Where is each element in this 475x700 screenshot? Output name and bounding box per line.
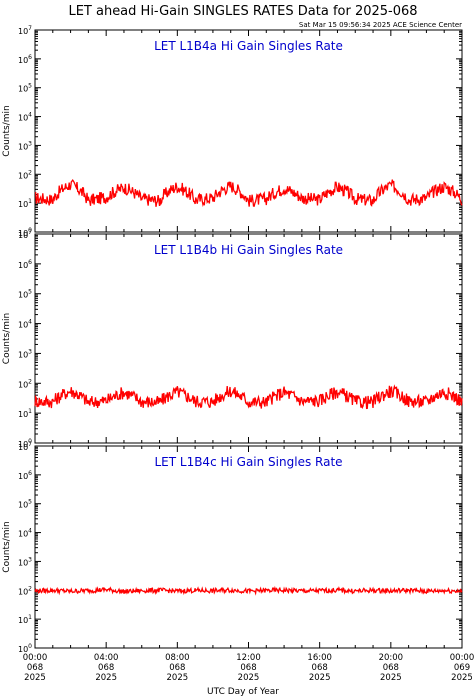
x-tick-label: 16:00	[307, 653, 332, 663]
y-tick-label: 103	[18, 348, 32, 359]
y-tick-label: 107	[18, 25, 32, 36]
y-tick-label: 106	[18, 259, 32, 270]
x-tick-label: 068	[240, 663, 256, 673]
x-tick-label: 2025	[238, 673, 260, 683]
x-tick-label: 068	[312, 663, 328, 673]
y-tick-label: 102	[18, 378, 32, 389]
plot-frame	[34, 445, 463, 649]
generated-timestamp: Sat Mar 15 09:56:34 2025 ACE Science Cen…	[299, 21, 462, 29]
series-line	[34, 384, 463, 410]
y-tick-label: 107	[18, 441, 32, 452]
panel-title: LET L1B4c Hi Gain Singles Rate	[154, 455, 342, 469]
x-tick-label: 08:00	[165, 653, 190, 663]
y-axis-label: Counts/min	[2, 521, 12, 572]
x-axis-label: UTC Day of Year	[207, 687, 279, 697]
x-tick-label: 04:00	[94, 653, 119, 663]
series-line	[34, 585, 463, 596]
y-tick-label: 102	[18, 169, 32, 180]
y-tick-label: 104	[18, 319, 32, 330]
x-tick-label: 069	[454, 663, 470, 673]
y-tick-label: 100	[18, 643, 32, 654]
chart-panel: 100 101 102 103 104 105 106 107 Counts/min LET L1…	[2, 25, 463, 238]
x-tick-label: 2025	[380, 673, 402, 683]
chart-panel: 100 101 102 103 104 105 106 107 Counts/min LET L1…	[2, 441, 474, 683]
chart-panels: 100 101 102 103 104 105 106 107 Counts/min LET L1…	[2, 25, 474, 683]
x-tick-label: 068	[383, 663, 399, 673]
y-tick-label: 103	[18, 556, 32, 567]
y-tick-label: 104	[18, 112, 32, 123]
x-tick-label: 2025	[95, 673, 117, 683]
y-tick-label: 105	[18, 83, 32, 94]
x-tick-label: 00:00	[23, 653, 48, 663]
y-tick-label: 105	[18, 499, 32, 510]
y-tick-label: 105	[18, 289, 32, 300]
y-tick-label: 106	[18, 470, 32, 481]
panel-title: LET L1B4b Hi Gain Singles Rate	[154, 243, 343, 257]
y-tick-label: 100	[18, 438, 32, 449]
x-tick-label: 068	[27, 663, 43, 673]
y-tick-label: 102	[18, 585, 32, 596]
y-tick-label: 101	[18, 614, 32, 625]
x-tick-label: 2025	[167, 673, 189, 683]
y-tick-label: 107	[18, 229, 32, 240]
x-tick-label: 12:00	[236, 653, 261, 663]
chart-panel: 100 101 102 103 104 105 106 107 Counts/min LET L1…	[2, 229, 463, 449]
x-tick-label: 068	[169, 663, 185, 673]
y-tick-label: 100	[18, 227, 32, 238]
y-tick-label: 101	[18, 408, 32, 419]
x-tick-label: 2025	[451, 673, 473, 683]
x-tick-label: 2025	[309, 673, 331, 683]
y-axis-label: Counts/min	[2, 313, 12, 364]
x-tick-label: 20:00	[379, 653, 404, 663]
y-axis-label: Counts/min	[2, 105, 12, 156]
plot-frame	[34, 233, 463, 444]
y-tick-label: 106	[18, 54, 32, 65]
x-tick-label: 2025	[24, 673, 46, 683]
y-tick-label: 103	[18, 140, 32, 151]
figure-title: LET ahead Hi-Gain SINGLES RATES Data for…	[68, 4, 417, 19]
x-tick-label: 068	[98, 663, 114, 673]
y-tick-label: 101	[18, 198, 32, 209]
x-tick-label: 00:00	[450, 653, 475, 663]
series-line	[34, 178, 463, 208]
y-tick-label: 104	[18, 528, 32, 539]
panel-title: LET L1B4a Hi Gain Singles Rate	[154, 39, 343, 53]
